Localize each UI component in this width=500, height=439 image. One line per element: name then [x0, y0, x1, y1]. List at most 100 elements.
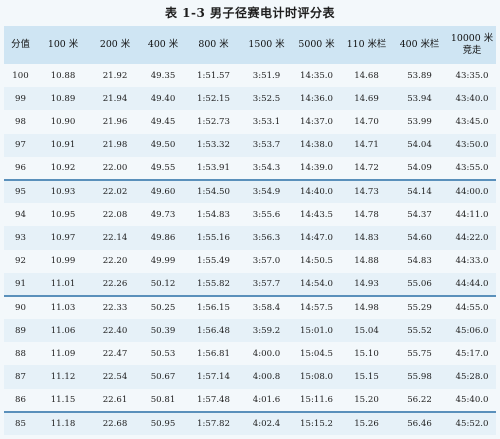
time-cell: 10.90 — [50, 116, 76, 127]
time-cell: 14.70 — [354, 116, 379, 127]
column-header-text: 10000 米 — [450, 33, 494, 44]
time-cell: 14:38.0 — [300, 140, 333, 151]
column-header: 100 米 — [37, 26, 89, 64]
time-cell: 11.15 — [50, 394, 76, 405]
time-cell: 22.02 — [89, 178, 141, 204]
time-cell: 22.26 — [102, 278, 128, 289]
time-cell: 14.83 — [354, 232, 379, 243]
score-cell: 92 — [15, 256, 26, 267]
time-cell: 1:54.50 — [185, 178, 242, 204]
time-cell: 1:57.14 — [197, 372, 230, 383]
time-cell: 15.10 — [354, 348, 379, 359]
time-cell: 1:56.81 — [197, 348, 230, 359]
time-cell: 53.89 — [407, 70, 432, 81]
table-row: 89 11.06 22.40 50.39 1:56.48 3:59.2 15:01.0 15.… — [4, 319, 496, 343]
column-header-text: 200 米 — [99, 39, 131, 50]
time-cell: 50.39 — [150, 325, 176, 336]
time-cell: 11.03 — [37, 294, 89, 320]
column-header: 110 米栏 — [342, 26, 391, 64]
time-cell: 55.75 — [407, 348, 432, 359]
time-cell: 1:57.82 — [185, 410, 242, 435]
time-cell: 50.67 — [150, 372, 176, 383]
time-cell: 22.14 — [102, 232, 128, 243]
time-cell: 14:57.5 — [291, 294, 342, 320]
score-cell: 98 — [15, 116, 26, 127]
time-cell: 45:52.0 — [448, 410, 496, 435]
column-header-text: 400 米 — [147, 39, 179, 50]
time-cell: 10.97 — [50, 232, 76, 243]
time-cell: 10.95 — [50, 209, 76, 220]
time-cell: 1:56.15 — [185, 294, 242, 320]
time-cell: 54.60 — [407, 232, 432, 243]
time-cell: 15:15.2 — [291, 410, 342, 435]
time-cell: 49.40 — [150, 93, 176, 104]
time-cell: 1:55.82 — [197, 278, 230, 289]
time-cell: 14:39.0 — [300, 162, 333, 173]
time-cell: 4:01.6 — [252, 394, 281, 405]
score-cell: 86 — [15, 394, 26, 405]
time-cell: 14.88 — [354, 256, 379, 267]
time-cell: 14.93 — [354, 278, 379, 289]
time-cell: 22.20 — [102, 256, 128, 267]
score-cell: 90 — [4, 294, 37, 320]
time-cell: 1:55.49 — [197, 256, 230, 267]
time-cell: 14:40.0 — [291, 178, 342, 204]
column-header: 400 米 — [141, 26, 185, 64]
time-cell: 45:40.0 — [455, 394, 489, 405]
table-row: 86 11.15 22.61 50.81 1:57.48 4:01.6 15:11.6 15.… — [4, 388, 496, 412]
time-cell: 1:52.15 — [197, 93, 230, 104]
column-header-text: 分值 — [11, 39, 30, 50]
time-cell: 50.25 — [141, 294, 185, 320]
time-cell: 15.15 — [354, 372, 379, 383]
time-cell: 49.35 — [150, 70, 176, 81]
time-cell: 55.52 — [407, 325, 432, 336]
score-cell: 88 — [15, 348, 26, 359]
time-cell: 50.12 — [150, 278, 176, 289]
time-cell: 11.06 — [50, 325, 76, 336]
time-cell: 22.08 — [102, 209, 128, 220]
time-cell: 11.18 — [37, 410, 89, 435]
time-cell: 1:53.91 — [197, 162, 230, 173]
time-cell: 55.98 — [407, 372, 432, 383]
time-cell: 14.72 — [354, 162, 379, 173]
time-cell: 44:11.0 — [455, 209, 489, 220]
time-cell: 21.92 — [102, 70, 128, 81]
time-cell: 49.45 — [150, 116, 176, 127]
time-cell: 22.68 — [89, 410, 141, 435]
table-row: 93 10.97 22.14 49.86 1:55.16 3:56.3 14:47.0 14.… — [4, 226, 496, 250]
time-cell: 49.99 — [150, 256, 176, 267]
time-cell: 3:53.1 — [252, 116, 281, 127]
score-cell: 95 — [4, 178, 37, 204]
column-header-text: 100 米 — [47, 39, 79, 50]
time-cell: 49.73 — [150, 209, 176, 220]
column-header: 400 米栏 — [391, 26, 448, 64]
time-cell: 54.37 — [407, 209, 432, 220]
time-cell: 49.50 — [150, 140, 176, 151]
time-cell: 15:08.0 — [300, 372, 333, 383]
time-cell: 55.06 — [407, 278, 432, 289]
score-cell: 89 — [15, 325, 26, 336]
column-header-text: 竞走 — [462, 45, 482, 56]
time-cell: 15:04.5 — [300, 348, 333, 359]
time-cell: 44:00.0 — [448, 178, 496, 204]
table-row: 92 10.99 22.20 49.99 1:55.49 3:57.0 14:50.5 14.… — [4, 249, 496, 273]
time-cell: 14:36.0 — [300, 93, 333, 104]
time-cell: 14.71 — [354, 140, 379, 151]
time-cell: 14:43.5 — [300, 209, 333, 220]
time-cell: 15.20 — [354, 394, 379, 405]
column-header-text: 400 米栏 — [399, 39, 440, 50]
time-cell: 11.01 — [50, 278, 76, 289]
time-cell: 44:22.0 — [455, 232, 489, 243]
time-cell: 4:02.4 — [242, 410, 291, 435]
time-cell: 56.22 — [407, 394, 432, 405]
time-cell: 14.68 — [354, 70, 379, 81]
time-cell: 3:59.2 — [252, 325, 281, 336]
table-body: 100 10.88 21.92 49.35 1:51.57 3:51.9 14:35.0 14… — [4, 64, 496, 435]
time-cell: 50.95 — [141, 410, 185, 435]
time-cell: 21.96 — [102, 116, 128, 127]
score-cell: 94 — [15, 209, 26, 220]
time-cell: 15:11.6 — [300, 394, 333, 405]
table-row: 88 11.09 22.47 50.53 1:56.81 4:00.0 15:04.5 15.… — [4, 342, 496, 366]
time-cell: 4:00.0 — [252, 348, 281, 359]
table-row: 85 11.18 22.68 50.95 1:57.82 4:02.4 15:15.2 15.… — [4, 410, 496, 435]
